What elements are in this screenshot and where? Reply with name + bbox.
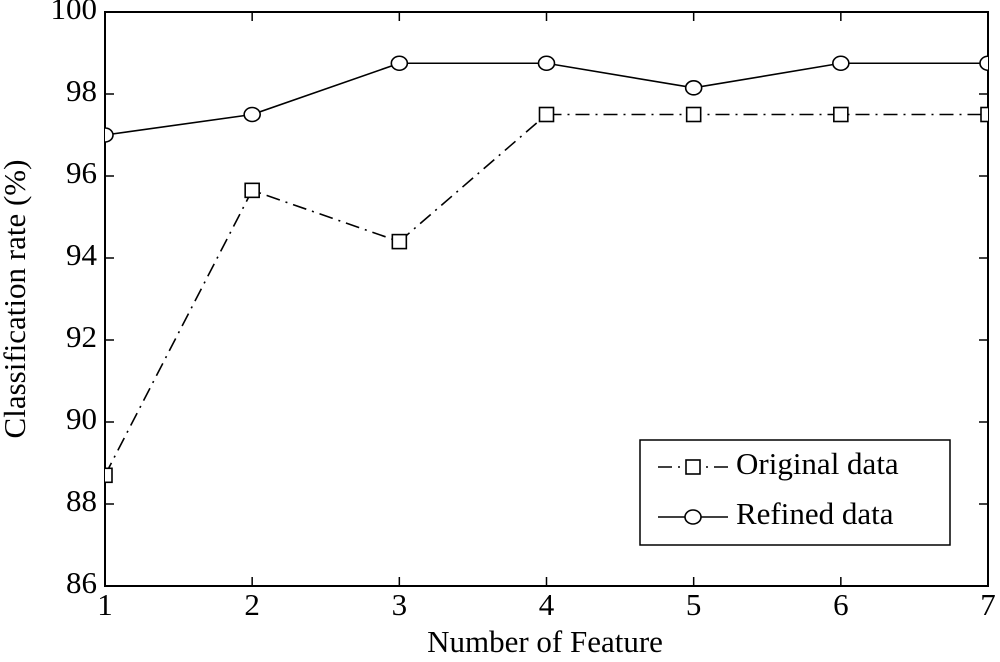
- legend-label: Refined data: [736, 496, 894, 531]
- x-tick-label: 4: [539, 587, 555, 622]
- marker: [684, 80, 703, 96]
- y-tick-label: 88: [66, 483, 97, 518]
- y-tick-label: 96: [66, 155, 97, 190]
- y-tick-label: 86: [66, 565, 97, 600]
- y-tick-label: 90: [66, 401, 97, 436]
- marker: [833, 106, 849, 123]
- marker: [980, 106, 988, 123]
- marker: [105, 127, 114, 143]
- x-tick-label: 6: [833, 587, 849, 622]
- y-tick-label: 94: [66, 237, 98, 272]
- marker: [832, 55, 850, 72]
- marker: [538, 106, 555, 123]
- x-axis-label: Number of Feature: [427, 624, 663, 659]
- x-tick-label: 2: [244, 587, 260, 622]
- y-tick-label: 92: [66, 319, 97, 354]
- series-line: [105, 62, 988, 136]
- marker: [537, 55, 556, 72]
- legend-box: [639, 439, 951, 546]
- marker: [391, 233, 408, 250]
- y-tick-label: 98: [66, 73, 97, 108]
- y-tick-label: 100: [51, 0, 98, 26]
- legend-label: Original data: [736, 446, 899, 481]
- marker: [979, 55, 988, 72]
- series-line: [105, 113, 988, 476]
- marker: [685, 106, 702, 123]
- x-tick-label: 5: [686, 587, 702, 622]
- marker: [243, 106, 261, 123]
- marker: [390, 55, 409, 72]
- x-tick-label: 7: [980, 587, 996, 622]
- marker: [685, 459, 701, 475]
- marker: [244, 182, 260, 199]
- plot-frame: [104, 11, 989, 587]
- x-tick-label: 1: [97, 587, 113, 622]
- marker: [105, 467, 113, 484]
- marker: [684, 509, 702, 525]
- x-tick-label: 3: [392, 587, 408, 622]
- y-axis-label: Classification rate (%): [0, 160, 32, 439]
- plot-area: [105, 55, 988, 484]
